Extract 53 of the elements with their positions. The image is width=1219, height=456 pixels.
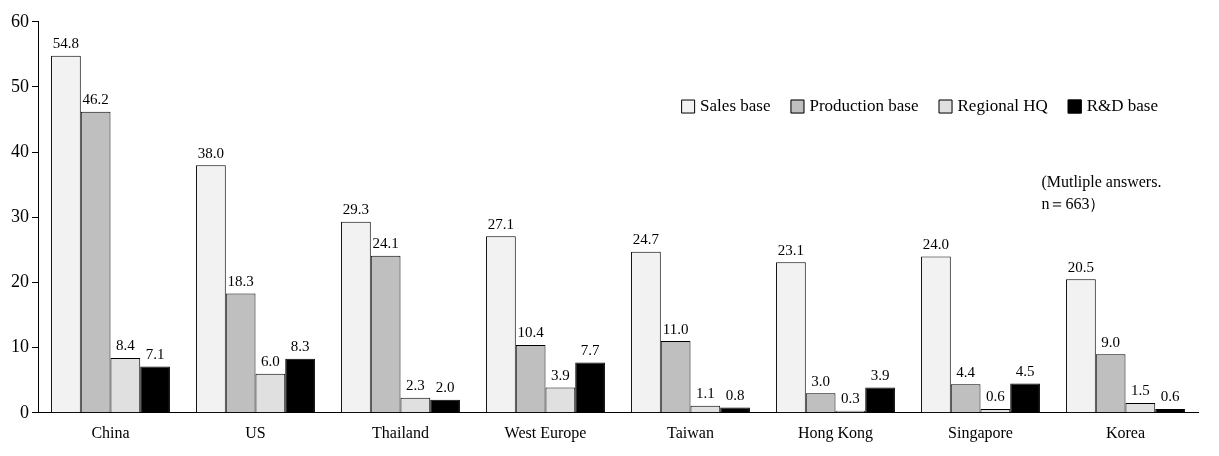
data-label: 23.1 [777,241,805,258]
y-tick-label: 60 [11,10,29,31]
data-label: 2.0 [435,379,455,396]
data-label: 6.0 [260,353,280,370]
data-label: 4.4 [956,363,976,380]
data-label: 0.6 [1160,388,1180,405]
data-label: 10.4 [517,324,545,341]
y-tick-label: 50 [11,75,29,96]
y-tick-label: 20 [11,271,29,292]
data-label: 3.0 [811,372,831,389]
data-label: 8.3 [290,338,310,355]
y-tick-label: 40 [11,140,29,161]
data-label: 0.6 [985,388,1006,405]
data-label: 18.3 [227,272,254,289]
data-label: 7.1 [145,345,165,362]
x-tick-label: Singapore [948,423,1013,442]
data-label: 0.8 [725,387,745,404]
legend-label: Sales base [700,95,771,115]
x-tick-label: Taiwan [667,423,714,441]
legend-label: Production base [809,95,919,115]
data-label: 1.5 [1130,382,1150,399]
x-tick-label: China [91,423,130,441]
y-tick-label: 10 [11,336,29,357]
data-label: 1.1 [695,385,715,402]
data-label: 3.9 [550,366,570,383]
x-tick-label: West Europe [504,423,587,442]
data-label: 24.0 [922,235,950,252]
data-label: 7.7 [580,342,600,359]
x-tick-label: Korea [1105,423,1146,441]
data-label: 4.5 [1015,362,1035,379]
data-label: 0.3 [840,390,860,407]
data-label: 24.7 [632,231,660,248]
data-label: 27.1 [487,215,515,232]
data-label: 29.3 [342,201,370,218]
data-label: 38.0 [197,144,225,161]
annotation: (Mutliple answers. [1041,173,1162,192]
y-tick-label: 0 [20,401,29,422]
data-label: 2.3 [405,377,425,394]
legend-label: R&D base [1086,95,1158,115]
data-label: 20.5 [1067,258,1095,275]
annotation: n＝663） [1041,195,1106,213]
data-label: 46.2 [82,91,109,108]
data-label: 8.4 [115,337,136,354]
y-tick-label: 30 [11,206,29,227]
x-tick-label: US [245,423,266,441]
data-label: 54.8 [52,35,80,52]
data-label: 3.9 [870,366,890,383]
data-label: 9.0 [1101,333,1121,350]
x-tick-label: Thailand [372,423,429,441]
data-label: 11.0 [662,320,689,337]
legend-label: Regional HQ [957,95,1048,115]
data-label: 24.1 [372,235,399,252]
x-tick-label: Hong Kong [797,423,874,442]
